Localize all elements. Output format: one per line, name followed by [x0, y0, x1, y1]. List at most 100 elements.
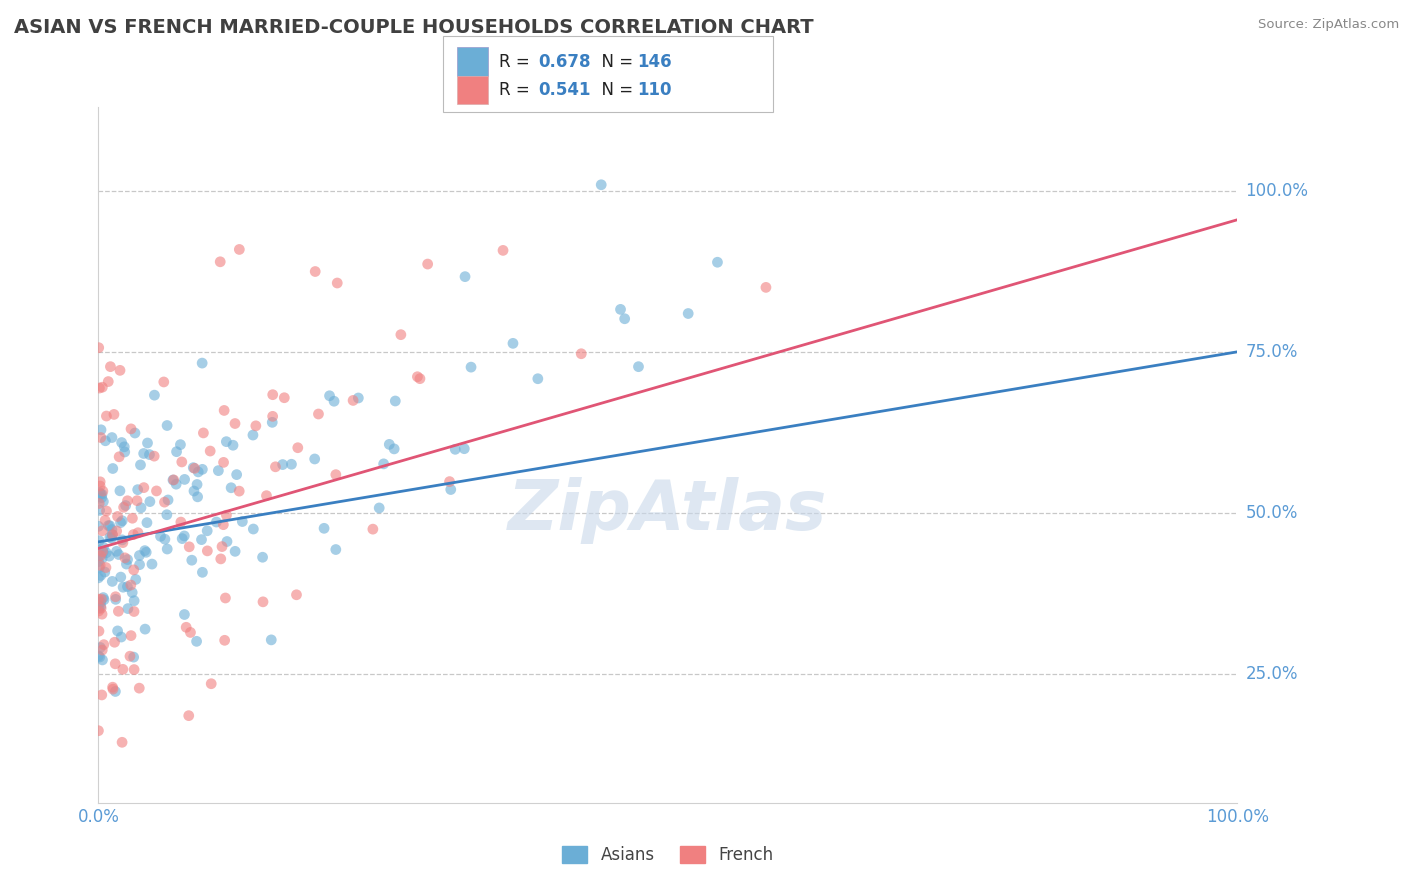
Point [373, 457, 395, 471]
Point [90, 423, 112, 437]
Point [111, 514, 134, 528]
Point [409, 372, 432, 386]
Point [169, 437, 191, 451]
Point [245, 418, 267, 433]
Point [569, 347, 592, 361]
Point [224, 417, 246, 431]
Point [93, 494, 115, 508]
Point [90, 688, 112, 702]
Point [96, 409, 118, 423]
Point [212, 517, 235, 532]
Point [104, 657, 127, 671]
Point [453, 442, 475, 456]
Point [135, 545, 157, 559]
Point [90, 487, 112, 501]
Point [145, 483, 167, 498]
Point [191, 566, 214, 580]
Point [186, 477, 208, 491]
Point [120, 422, 142, 436]
Point [114, 445, 136, 459]
Point [173, 607, 195, 622]
Point [406, 369, 429, 384]
Point [97, 518, 120, 533]
Point [96, 546, 118, 560]
Point [225, 467, 247, 482]
Point [89, 475, 111, 489]
Text: 146: 146 [637, 53, 672, 70]
Point [136, 516, 159, 530]
Point [100, 531, 122, 545]
Point [325, 467, 347, 482]
Point [107, 509, 129, 524]
Text: 0.541: 0.541 [538, 81, 591, 99]
Point [122, 563, 145, 577]
Point [416, 257, 439, 271]
Point [231, 515, 253, 529]
Point [94, 434, 117, 448]
Point [190, 533, 212, 547]
Point [89, 640, 111, 655]
Point [89, 650, 111, 665]
Point [101, 527, 124, 541]
Point [460, 360, 482, 375]
Point [122, 650, 145, 665]
Point [90, 491, 112, 505]
Point [613, 311, 636, 326]
Point [361, 522, 384, 536]
Point [260, 632, 283, 647]
Point [195, 524, 218, 538]
Text: 0.678: 0.678 [538, 53, 591, 70]
Point [98, 549, 121, 563]
Point [101, 574, 124, 589]
Point [107, 548, 129, 562]
Text: 50.0%: 50.0% [1246, 504, 1298, 522]
Point [323, 394, 346, 409]
Point [122, 527, 145, 541]
Point [94, 513, 117, 527]
Point [90, 592, 112, 607]
Point [755, 280, 778, 294]
Point [676, 306, 699, 320]
Point [179, 540, 201, 554]
Point [198, 444, 221, 458]
Point [90, 568, 112, 582]
Point [271, 458, 294, 472]
Point [89, 381, 111, 395]
Point [591, 178, 613, 192]
Point [193, 425, 215, 440]
Point [312, 521, 335, 535]
Point [262, 409, 284, 424]
Point [117, 493, 139, 508]
Point [136, 436, 159, 450]
Point [181, 460, 204, 475]
Point [98, 518, 121, 533]
Point [186, 634, 208, 648]
Point [98, 530, 121, 544]
Text: R =: R = [499, 81, 536, 99]
Point [120, 629, 142, 643]
Point [166, 444, 188, 458]
Point [101, 527, 124, 541]
Point [252, 595, 274, 609]
Point [262, 415, 284, 429]
Point [114, 550, 136, 565]
Point [91, 545, 114, 559]
Point [108, 450, 131, 464]
Text: 100.0%: 100.0% [1246, 182, 1309, 200]
Point [125, 493, 148, 508]
Text: ASIAN VS FRENCH MARRIED-COUPLE HOUSEHOLDS CORRELATION CHART: ASIAN VS FRENCH MARRIED-COUPLE HOUSEHOLD… [14, 18, 814, 37]
Point [149, 529, 172, 543]
Point [128, 558, 150, 572]
Point [91, 591, 114, 605]
Point [132, 481, 155, 495]
Point [122, 663, 145, 677]
Point [187, 465, 209, 479]
Point [110, 570, 132, 584]
Point [112, 440, 135, 454]
Point [222, 438, 245, 452]
Point [242, 428, 264, 442]
Point [117, 601, 139, 615]
Point [100, 359, 122, 374]
Point [172, 532, 194, 546]
Point [156, 508, 179, 522]
